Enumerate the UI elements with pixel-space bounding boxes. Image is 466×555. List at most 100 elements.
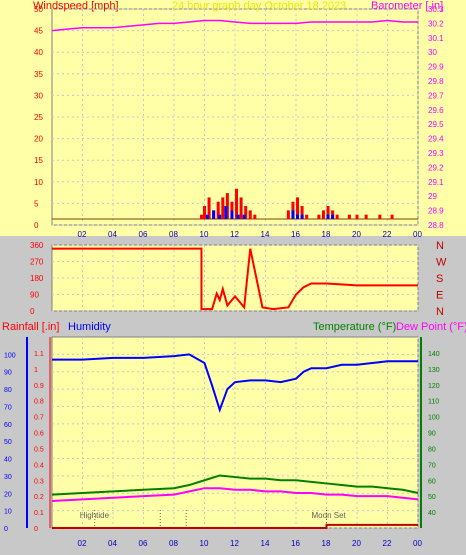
p3-x-tick-label: 12 (230, 539, 239, 548)
p1-x-tick-label: 04 (108, 230, 117, 239)
rain-tick-label: 1.1 (34, 351, 44, 358)
p1-x-tick-label: 20 (352, 230, 361, 239)
p1-right-tick-label: 29.4 (428, 135, 444, 144)
p1-x-tick-label: 14 (261, 230, 270, 239)
p1-left-tick-label: 10 (34, 178, 43, 187)
wind-direction-line (52, 247, 418, 311)
p1-right-tick-label: 28.9 (428, 207, 444, 216)
p1-right-tick-label: 29 (428, 192, 437, 201)
temp-tick-label: 90 (428, 431, 436, 438)
p1-right-tick-label: 30.2 (428, 19, 444, 28)
p1-right-tick-label: 30 (428, 48, 437, 57)
annotation-label: Moon Set (312, 511, 347, 520)
p1-left-tick-label: 5 (34, 199, 39, 208)
p1-right-tick-label: 30.1 (428, 34, 444, 43)
p1-right-tick-label: 28.8 (428, 221, 444, 230)
rainfall-line (52, 523, 418, 529)
p1-left-tick-label: 45 (34, 27, 43, 36)
p2-left-tick-label: 0 (30, 307, 35, 316)
temp-tick-label: 100 (428, 415, 440, 422)
temp-tick-label: 70 (428, 462, 436, 469)
p1-x-tick-label: 00 (413, 230, 422, 239)
p3-x-tick-label: 10 (200, 539, 209, 548)
temperature-title: Temperature (°F) (313, 321, 396, 333)
p1-x-tick-label: 18 (322, 230, 331, 239)
humidity-tick-label: 0 (4, 526, 8, 533)
dewpoint-line (51, 487, 419, 502)
p1-left-tick-label: 15 (34, 156, 43, 165)
p1-x-tick-label: 08 (169, 230, 178, 239)
p1-right-tick-label: 29.8 (428, 77, 444, 86)
p3-x-tick-label: 14 (261, 539, 270, 548)
p1-right-tick-label: 30.3 (428, 5, 444, 14)
p1-left-tick-label: 0 (34, 221, 39, 230)
temp-tick-label: 120 (428, 383, 440, 390)
temp-tick-label: 140 (428, 351, 440, 358)
rain-tick-label: 0.2 (34, 494, 44, 501)
p2-left-tick-label: 360 (30, 241, 44, 250)
p2-left-tick-label: 90 (30, 291, 39, 300)
rain-tick-label: 0.6 (34, 431, 44, 438)
humidity-title: Humidity (68, 321, 111, 333)
p3-x-tick-label: 16 (291, 539, 300, 548)
humidity-tick-label: 70 (4, 404, 12, 411)
humidity-tick-label: 30 (4, 474, 12, 481)
p1-right-tick-label: 29.9 (428, 63, 444, 72)
p1-left-tick-label: 30 (34, 91, 43, 100)
p2-left-tick-label: 270 (30, 258, 44, 267)
barometer-title: Barometer [.in] (371, 0, 443, 12)
temp-tick-label: 130 (428, 367, 440, 374)
rain-tick-label: 0.8 (34, 399, 44, 406)
humidity-line (52, 353, 418, 414)
p3-x-tick-label: 02 (78, 539, 87, 548)
p1-right-tick-label: 29.5 (428, 120, 444, 129)
top-panel-fill (0, 0, 466, 236)
p1-x-tick-label: 10 (200, 230, 209, 239)
p3-x-tick-label: 00 (413, 539, 422, 548)
temp-tick-label: 80 (428, 446, 436, 453)
chart-date-title: 24 hour graph day October 18 2023 (172, 0, 346, 12)
humidity-tick-label: 90 (4, 370, 12, 377)
rain-tick-label: 0 (34, 526, 38, 533)
p3-x-tick-label: 04 (108, 539, 117, 548)
humidity-tick-label: 100 (4, 352, 16, 359)
temperature-line (51, 474, 419, 496)
compass-label: N (436, 240, 444, 252)
p1-x-tick-label: 06 (139, 230, 148, 239)
compass-label: S (436, 273, 443, 285)
windspeed-title: Windspeed [mph] (33, 0, 119, 12)
rain-tick-label: 0.1 (34, 510, 44, 517)
humidity-tick-label: 50 (4, 439, 12, 446)
temp-tick-label: 50 (428, 494, 436, 501)
rain-tick-label: 0.5 (34, 446, 44, 453)
annotation-label: Hightide (80, 511, 110, 520)
chart-marks: 0510152025303540455028.828.92929.129.229… (4, 5, 447, 548)
humidity-tick-label: 10 (4, 509, 12, 516)
p1-left-tick-label: 40 (34, 48, 43, 57)
temp-tick-label: 60 (428, 478, 436, 485)
humidity-tick-label: 40 (4, 457, 12, 464)
humidity-tick-label: 20 (4, 491, 12, 498)
humidity-tick-label: 60 (4, 422, 12, 429)
compass-label: N (436, 306, 444, 318)
p1-right-tick-label: 29.2 (428, 163, 444, 172)
p3-x-tick-label: 18 (322, 539, 331, 548)
p1-x-tick-label: 22 (383, 230, 392, 239)
p3-x-tick-label: 20 (352, 539, 361, 548)
barometer-line (51, 19, 418, 32)
p1-right-tick-label: 29.3 (428, 149, 444, 158)
p1-x-tick-label: 16 (291, 230, 300, 239)
p1-left-tick-label: 20 (34, 135, 43, 144)
rain-tick-label: 1 (34, 367, 38, 374)
compass-label: E (436, 290, 443, 302)
p1-right-tick-label: 29.6 (428, 106, 444, 115)
p1-x-tick-label: 02 (78, 230, 87, 239)
humidity-tick-label: 80 (4, 387, 12, 394)
p1-left-tick-label: 25 (34, 113, 43, 122)
rain-tick-label: 0.7 (34, 415, 44, 422)
dewpoint-title: Dew Point (°F) (396, 321, 466, 333)
rain-tick-label: 0.3 (34, 478, 44, 485)
p1-left-tick-label: 35 (34, 70, 43, 79)
